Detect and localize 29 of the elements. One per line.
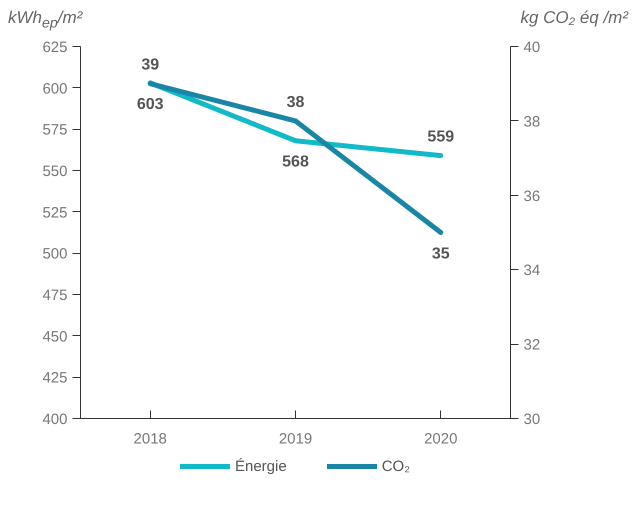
data-label: 39: [141, 56, 160, 74]
y-tick-label: 575: [42, 122, 68, 139]
data-label: 559: [427, 128, 454, 146]
x-tick-label: 2018: [134, 430, 167, 448]
data-label: 603: [136, 96, 164, 113]
y-tick-label: 400: [42, 411, 68, 428]
data-label: 35: [432, 246, 450, 262]
y2-tick-label: 38: [524, 113, 540, 130]
y2-axis-title: kg CO₂ éq /m²: [520, 7, 628, 29]
y2-tick-label: 30: [524, 411, 540, 428]
y-tick-label: 425: [42, 370, 68, 387]
y-tick-label: 600: [42, 80, 68, 98]
y-axis-title: kWh$_{ep}$/m²: [8, 7, 82, 34]
y2-tick-label: 32: [524, 336, 540, 354]
y2-tick-label: 34: [524, 262, 540, 280]
y-tick-label: 550: [42, 163, 68, 180]
x-tick-label: 2019: [278, 430, 312, 448]
y2-tick-label: 40: [524, 39, 540, 56]
y-tick-label: 525: [42, 204, 68, 222]
x-tick-label: 2020: [424, 430, 458, 448]
y-tick-label: 500: [42, 246, 68, 263]
y-tick-label: 450: [42, 328, 68, 346]
y2-tick-label: 36: [524, 188, 540, 205]
data-label: 568: [282, 154, 309, 171]
legend-label: CO₂: [382, 458, 410, 474]
y-tick-label: 475: [42, 287, 68, 304]
data-label: 38: [286, 94, 304, 111]
legend-label: Énergie: [234, 458, 287, 474]
y-tick-label: 625: [42, 39, 68, 56]
